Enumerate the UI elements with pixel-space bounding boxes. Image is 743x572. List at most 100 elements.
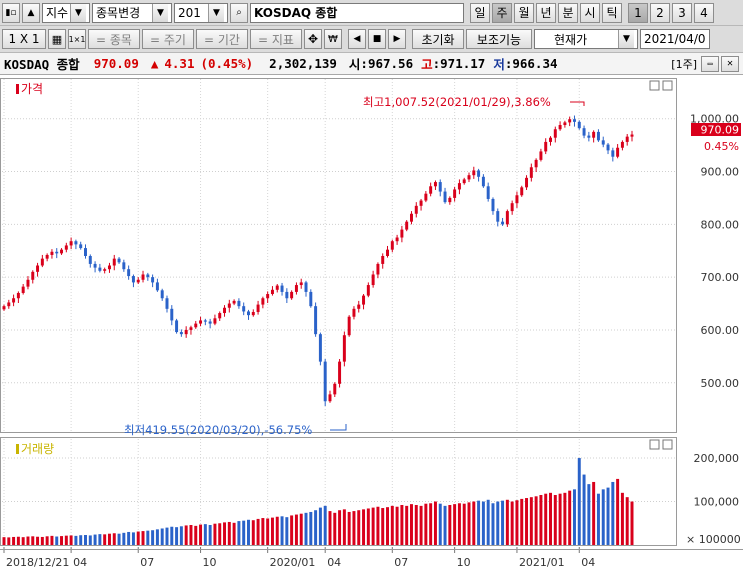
volume-bar	[515, 500, 519, 545]
volume-bar	[36, 536, 40, 545]
volume-bars	[2, 458, 634, 545]
price-panel-min-button[interactable]	[649, 80, 660, 91]
candle-body	[103, 269, 107, 271]
menu-label: = 기간	[204, 32, 240, 47]
cycle-menu-button[interactable]: = 주기	[142, 29, 194, 49]
candle-body	[596, 131, 600, 141]
volume-bar	[625, 497, 629, 545]
grid-button[interactable]: ▦	[48, 29, 66, 49]
volume-bar	[568, 490, 572, 545]
next-button[interactable]: ▶	[388, 29, 406, 49]
index-name-field[interactable]: KOSDAQ 종합	[250, 2, 464, 23]
volume-panel-close-button[interactable]	[662, 439, 673, 450]
layout-icon: 1×1	[68, 34, 86, 44]
period-tab-minute[interactable]: 분	[558, 2, 578, 23]
move-icon: ✥	[307, 32, 319, 46]
number-tab-1[interactable]: 1	[628, 2, 648, 23]
candle-body	[549, 137, 552, 142]
search-button[interactable]: ⌕	[230, 2, 248, 23]
period-tab-day[interactable]: 일	[470, 2, 490, 23]
aux-function-button[interactable]: 보조기능	[466, 29, 532, 49]
volume-bar	[179, 526, 183, 545]
candle-body	[457, 183, 461, 190]
candle-body	[237, 300, 241, 307]
volume-bar	[55, 536, 59, 545]
period-tab-month[interactable]: 월	[514, 2, 534, 23]
price-panel-close-button[interactable]	[662, 80, 673, 91]
minimize-button[interactable]: ▭	[701, 55, 719, 72]
range-menu-button[interactable]: = 기간	[196, 29, 248, 49]
volume-bar	[237, 521, 241, 545]
volume-bar	[414, 505, 418, 545]
single-layout-button[interactable]: 1×1	[68, 29, 86, 49]
chart-area[interactable]: 가격 거래량 500.00 600.00 700.00 800.00 900.00 1,0…	[0, 75, 743, 572]
scroll-up-button[interactable]: ▲	[22, 2, 40, 23]
period-label: 년	[540, 6, 552, 20]
candle-body	[74, 241, 78, 245]
number-tab-4[interactable]: 4	[694, 2, 714, 23]
candle-body	[501, 221, 505, 225]
x-tick-label: 2020/01	[270, 556, 316, 569]
move-button[interactable]: ✥	[304, 29, 322, 49]
quote-name: KOSDAQ 종합	[4, 57, 80, 72]
volume-bar	[131, 532, 135, 545]
candle-body	[98, 267, 102, 271]
candle-body	[21, 286, 25, 293]
number-label: 1	[634, 5, 642, 20]
candle-body	[625, 136, 629, 142]
volume-bar	[31, 536, 35, 545]
volume-bar	[155, 529, 159, 545]
number-tab-3[interactable]: 3	[672, 2, 692, 23]
number-tab-2[interactable]: 2	[650, 2, 670, 23]
quote-low-sep: :	[504, 56, 513, 71]
market-type-select[interactable]: 지수 ▼	[42, 2, 90, 23]
item-menu-button[interactable]: = 종목	[88, 29, 140, 49]
period-tab-hour[interactable]: 시	[580, 2, 600, 23]
period-tab-week[interactable]: 주	[492, 2, 512, 23]
change-item-select[interactable]: 종목변경 ▼	[92, 2, 172, 23]
low-annotation: 최저419.55(2020/03/20),-56.75%	[124, 423, 312, 437]
panel-toggle-button[interactable]: ▮▫	[2, 2, 20, 23]
period-tab-tick[interactable]: 틱	[602, 2, 622, 23]
period-tab-year[interactable]: 년	[536, 2, 556, 23]
candle-body	[338, 361, 342, 384]
price-type-select[interactable]: 현재가 ▼	[534, 29, 638, 49]
prev-button[interactable]: ◀	[348, 29, 366, 49]
volume-bar	[280, 516, 284, 545]
volume-bar	[323, 505, 327, 545]
volume-bar	[256, 518, 260, 545]
date-field[interactable]: 2021/04/0	[640, 29, 710, 49]
candle-body	[179, 332, 183, 335]
x-tick-label: 07	[394, 556, 408, 569]
scale-button[interactable]: ₩	[324, 29, 342, 49]
x-tick-label: 04	[581, 556, 595, 569]
volume-bar	[88, 535, 92, 545]
x-tick-label: 04	[73, 556, 87, 569]
volume-panel-min-button[interactable]	[649, 439, 660, 450]
candle-body	[318, 334, 322, 362]
volume-bar	[266, 518, 270, 545]
candle-body	[40, 258, 44, 266]
volume-bar	[93, 534, 97, 545]
candles	[2, 115, 634, 406]
chevron-down-icon: ▼	[618, 30, 634, 48]
candle-body	[290, 291, 294, 299]
volume-bar	[347, 511, 351, 545]
code-value: 201	[178, 5, 201, 20]
code-select[interactable]: 201 ▼	[174, 2, 228, 23]
stop-button[interactable]: ■	[368, 29, 386, 49]
ratio-button[interactable]: 1 X 1	[2, 29, 46, 49]
close-button[interactable]: ✕	[721, 55, 739, 72]
candle-body	[467, 175, 471, 180]
candle-body	[453, 189, 457, 198]
aux-label: 보조기능	[476, 32, 522, 47]
candle-body	[352, 308, 356, 317]
indicator-menu-button[interactable]: = 지표	[250, 29, 302, 49]
volume-bar	[381, 508, 385, 545]
chevron-down-icon: ▼	[152, 3, 168, 22]
candle-body	[16, 292, 20, 299]
candle-body	[472, 170, 476, 176]
candle-body	[611, 150, 615, 157]
reset-button[interactable]: 초기화	[412, 29, 464, 49]
volume-tick-label: 200,000	[694, 452, 740, 465]
